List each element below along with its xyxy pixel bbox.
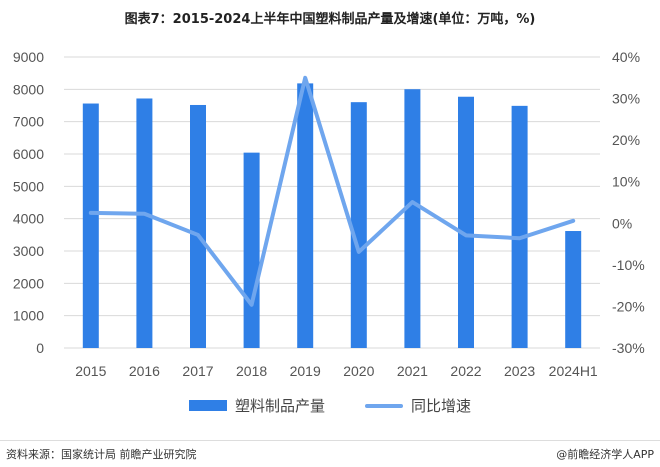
legend-item-line: 同比增速 xyxy=(365,395,471,416)
y-tick-left: 1000 xyxy=(13,308,44,324)
y-tick-right: 30% xyxy=(612,91,640,107)
y-tick-left: 8000 xyxy=(13,81,44,97)
growth-line xyxy=(88,75,576,307)
y-tick-right: 20% xyxy=(612,132,640,148)
y-tick-right: -20% xyxy=(612,298,645,314)
bar xyxy=(82,103,99,348)
bar xyxy=(458,96,474,348)
y-tick-left: 9000 xyxy=(13,49,44,65)
bar xyxy=(136,98,153,348)
legend: 塑料制品产量 同比增速 xyxy=(0,395,660,416)
y-tick-left: 3000 xyxy=(13,243,44,259)
x-tick: 2021 xyxy=(397,363,428,379)
legend-swatch-line xyxy=(365,403,403,408)
y-tick-right: -10% xyxy=(612,257,645,273)
x-tick: 2019 xyxy=(290,363,321,379)
y-tick-left: 4000 xyxy=(13,211,44,227)
x-tick: 2018 xyxy=(236,363,267,379)
chart-title: 图表7：2015-2024上半年中国塑料制品产量及增速(单位：万吨，%) xyxy=(124,12,536,27)
legend-swatch-bar xyxy=(188,400,227,411)
legend-label-line: 同比增速 xyxy=(411,397,472,415)
source-text: 资料来源：国家统计局 前瞻产业研究院 xyxy=(6,448,197,461)
bar xyxy=(404,89,421,348)
y-tick-left: 6000 xyxy=(13,146,44,162)
x-tick: 2017 xyxy=(182,363,213,379)
y-tick-right: 0% xyxy=(612,215,632,231)
bar xyxy=(350,102,367,348)
y-tick-left: 5000 xyxy=(13,178,44,194)
bar xyxy=(565,231,582,348)
x-tick: 2020 xyxy=(343,363,374,379)
bar xyxy=(297,83,314,348)
y-tick-left: 2000 xyxy=(13,275,44,291)
x-tick: 2015 xyxy=(75,363,106,379)
y-tick-right: 40% xyxy=(612,49,640,65)
footer: 资料来源：国家统计局 前瞻产业研究院 @前瞻经济学人APP xyxy=(0,440,660,461)
brand-text: @前瞻经济学人APP xyxy=(556,448,654,461)
x-tick: 2016 xyxy=(129,363,160,379)
y-tick-right: 10% xyxy=(612,174,640,190)
x-tick: 2024H1 xyxy=(549,363,598,379)
x-tick: 2023 xyxy=(504,363,535,379)
bar xyxy=(190,104,206,348)
y-tick-left: 0 xyxy=(36,340,44,356)
bar xyxy=(243,152,260,348)
bar xyxy=(511,105,528,348)
x-tick: 2022 xyxy=(450,363,481,379)
y-tick-right: -30% xyxy=(612,340,645,356)
legend-label-bar: 塑料制品产量 xyxy=(234,397,325,415)
y-tick-left: 7000 xyxy=(13,114,44,130)
legend-item-bar: 塑料制品产量 xyxy=(188,395,325,416)
